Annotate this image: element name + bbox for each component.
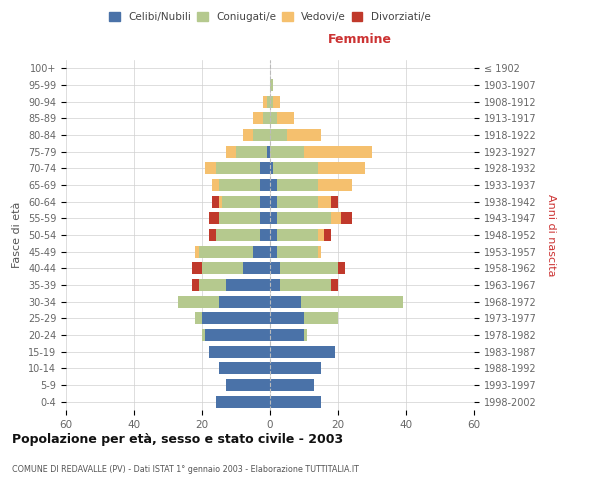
Bar: [317, 246, 321, 258]
Bar: [215, 162, 260, 174]
Bar: [270, 146, 304, 158]
Bar: [199, 246, 253, 258]
Bar: [205, 162, 215, 174]
Bar: [209, 229, 215, 241]
Bar: [317, 229, 325, 241]
Bar: [270, 379, 314, 391]
Bar: [270, 262, 280, 274]
Bar: [202, 312, 270, 324]
Bar: [215, 229, 260, 241]
Text: COMUNE DI REDAVALLE (PV) - Dati ISTAT 1° gennaio 2003 - Elaborazione TUTTITALIA.: COMUNE DI REDAVALLE (PV) - Dati ISTAT 1°…: [12, 466, 359, 474]
Bar: [325, 229, 331, 241]
Bar: [266, 96, 270, 108]
Bar: [331, 196, 338, 207]
Text: Femmine: Femmine: [328, 33, 392, 46]
Bar: [226, 279, 270, 291]
Bar: [195, 246, 199, 258]
Bar: [178, 296, 219, 308]
Bar: [253, 246, 270, 258]
Bar: [215, 396, 270, 407]
Bar: [219, 212, 260, 224]
Bar: [219, 196, 223, 207]
Bar: [270, 112, 277, 124]
Bar: [219, 362, 270, 374]
Bar: [263, 96, 266, 108]
Bar: [270, 346, 335, 358]
Bar: [270, 396, 321, 407]
Bar: [192, 262, 202, 274]
Bar: [260, 196, 270, 207]
Bar: [219, 179, 260, 191]
Bar: [270, 246, 277, 258]
Bar: [270, 96, 274, 108]
Bar: [270, 196, 277, 207]
Bar: [341, 212, 352, 224]
Bar: [277, 212, 331, 224]
Bar: [270, 179, 277, 191]
Text: Popolazione per età, sesso e stato civile - 2003: Popolazione per età, sesso e stato civil…: [12, 432, 343, 446]
Bar: [209, 212, 219, 224]
Legend: Celibi/Nubili, Coniugati/e, Vedovi/e, Divorziati/e: Celibi/Nubili, Coniugati/e, Vedovi/e, Di…: [105, 8, 435, 26]
Bar: [260, 179, 270, 191]
Bar: [277, 179, 317, 191]
Bar: [270, 162, 274, 174]
Bar: [338, 262, 345, 274]
Bar: [270, 129, 287, 141]
Bar: [277, 112, 294, 124]
Bar: [199, 279, 226, 291]
Bar: [219, 296, 270, 308]
Bar: [223, 196, 260, 207]
Bar: [270, 212, 277, 224]
Bar: [270, 79, 274, 91]
Bar: [195, 312, 202, 324]
Y-axis label: Fasce di età: Fasce di età: [13, 202, 22, 268]
Y-axis label: Anni di nascita: Anni di nascita: [546, 194, 556, 276]
Bar: [317, 196, 331, 207]
Bar: [270, 362, 321, 374]
Bar: [260, 212, 270, 224]
Bar: [331, 279, 338, 291]
Bar: [212, 196, 219, 207]
Bar: [202, 262, 243, 274]
Bar: [253, 129, 270, 141]
Bar: [331, 212, 341, 224]
Bar: [277, 229, 317, 241]
Bar: [192, 279, 199, 291]
Bar: [270, 296, 301, 308]
Bar: [304, 312, 338, 324]
Bar: [243, 262, 270, 274]
Bar: [260, 229, 270, 241]
Bar: [270, 279, 280, 291]
Bar: [287, 129, 321, 141]
Bar: [317, 179, 352, 191]
Bar: [274, 162, 317, 174]
Bar: [236, 146, 266, 158]
Bar: [260, 162, 270, 174]
Bar: [263, 112, 270, 124]
Bar: [253, 112, 263, 124]
Bar: [209, 346, 270, 358]
Bar: [266, 146, 270, 158]
Bar: [304, 146, 372, 158]
Bar: [280, 262, 338, 274]
Bar: [277, 246, 317, 258]
Bar: [226, 379, 270, 391]
Bar: [274, 96, 280, 108]
Bar: [301, 296, 403, 308]
Bar: [270, 229, 277, 241]
Bar: [304, 329, 307, 341]
Bar: [212, 179, 219, 191]
Bar: [270, 312, 304, 324]
Bar: [205, 329, 270, 341]
Bar: [202, 329, 205, 341]
Bar: [317, 162, 365, 174]
Bar: [270, 329, 304, 341]
Bar: [243, 129, 253, 141]
Bar: [280, 279, 331, 291]
Bar: [226, 146, 236, 158]
Bar: [277, 196, 317, 207]
